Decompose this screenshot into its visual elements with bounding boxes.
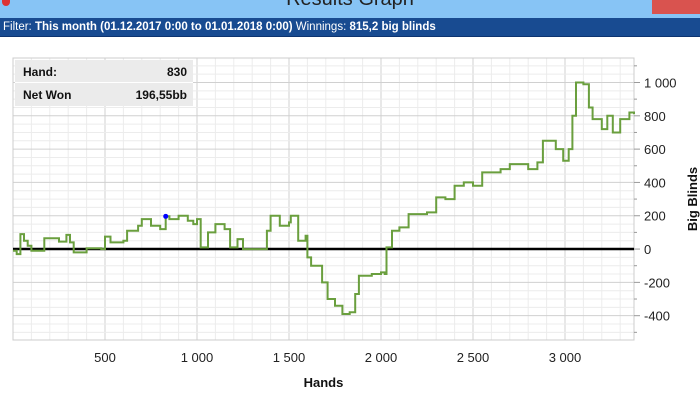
x-tick-label: 500 <box>94 350 116 365</box>
results-line <box>13 81 635 315</box>
y-axis-title: Big Blinds <box>685 167 700 231</box>
x-axis-title: Hands <box>304 375 344 390</box>
filter-value: This month (01.12.2017 0:00 to 01.01.201… <box>34 21 293 33</box>
filter-label: Filter: <box>3 21 32 33</box>
tooltip-hand-value: 830 <box>166 65 187 79</box>
tooltip-hand-label: Hand: <box>23 65 57 79</box>
y-tick-label: -400 <box>644 309 670 324</box>
x-tick-label: 2 500 <box>457 350 490 365</box>
x-tick-label: 2 000 <box>365 350 398 365</box>
tooltip-net-label: Net Won <box>23 88 72 102</box>
app-icon <box>2 0 10 6</box>
tooltip-net-value: 196,55bb <box>135 88 187 102</box>
y-tick-label: 200 <box>644 209 666 224</box>
winnings-label: Winnings: <box>295 21 347 33</box>
title-bar: Results Graph <box>0 0 700 18</box>
hover-marker <box>163 213 169 219</box>
y-tick-label: 400 <box>644 175 666 190</box>
close-button[interactable] <box>652 0 700 14</box>
x-tick-label: 1 000 <box>181 350 214 365</box>
y-tick-label: 1 000 <box>644 75 677 90</box>
window-title: Results Graph <box>0 0 700 11</box>
filter-bar: Filter: This month (01.12.2017 0:00 to 0… <box>0 18 700 37</box>
x-tick-label: 3 000 <box>549 350 582 365</box>
y-tick-label: -200 <box>644 275 670 290</box>
y-tick-label: 600 <box>644 142 666 157</box>
y-tick-label: 800 <box>644 109 666 124</box>
x-tick-label: 1 500 <box>273 350 306 365</box>
hover-tooltip: Hand: 830 Net Won 196,55bb <box>15 60 193 106</box>
y-tick-label: 0 <box>644 242 651 257</box>
winnings-value: 815,2 big blinds <box>349 21 436 33</box>
